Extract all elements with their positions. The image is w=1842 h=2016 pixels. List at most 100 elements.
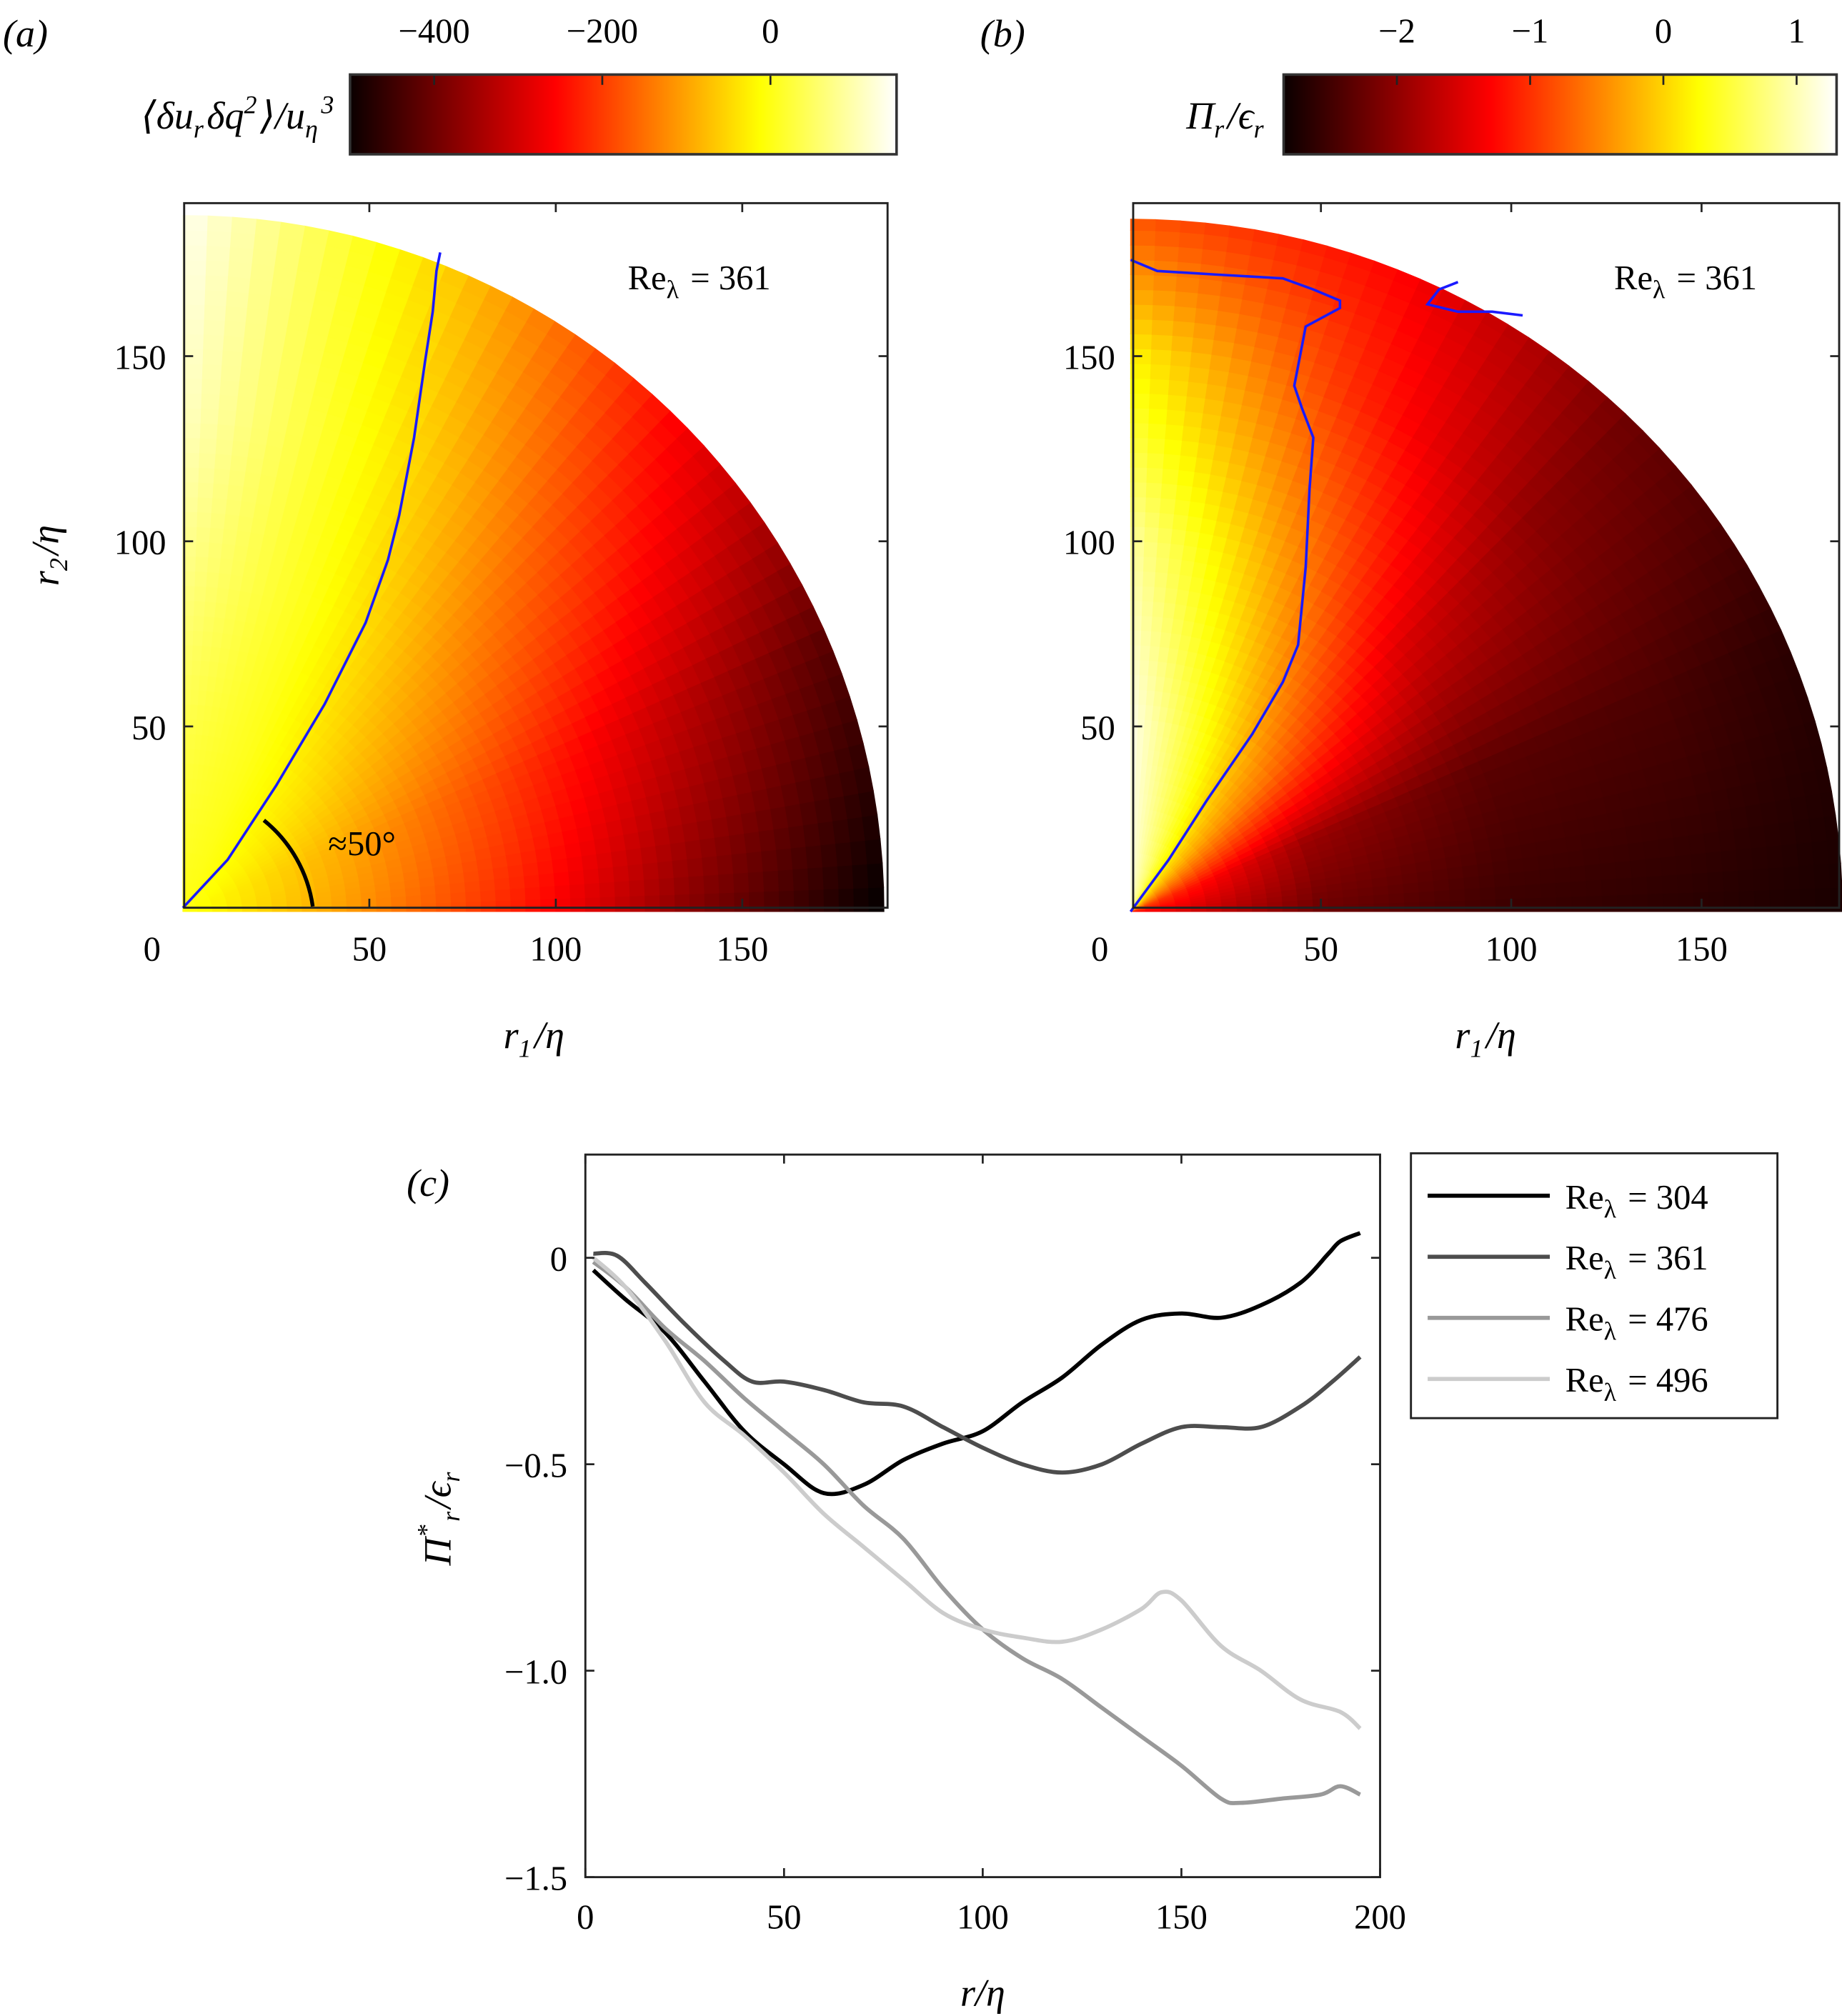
heatmap-cell: [867, 862, 885, 889]
heatmap-cell: [1181, 424, 1201, 443]
heatmap-cell: [1525, 883, 1542, 899]
heatmap-cell: [858, 790, 878, 817]
heatmap-cell: [1145, 481, 1163, 499]
heatmap-cell: [1373, 893, 1390, 904]
x-tick-label: 50: [352, 929, 387, 968]
heatmap-cell: [1164, 423, 1184, 441]
heatmap-cell: [581, 853, 599, 871]
heatmap-cell: [196, 511, 211, 528]
heatmap-cell: [221, 334, 244, 352]
heatmap-cell: [182, 244, 207, 261]
heatmap-cell: [790, 846, 809, 870]
heatmap-cell: [762, 869, 780, 892]
heatmap-cell: [254, 219, 282, 238]
heatmap-cell: [211, 617, 225, 634]
heatmap-cell: [1616, 877, 1633, 896]
heatmap-cell: [1177, 246, 1203, 264]
heatmap-cell: [1493, 872, 1511, 887]
heatmap-cell: [182, 378, 202, 394]
heatmap-cell: [1178, 231, 1205, 249]
heatmap-cell: [1540, 882, 1558, 898]
heatmap-cell: [1796, 841, 1815, 867]
heatmap-cell: [1798, 864, 1816, 889]
heatmap-cell: [464, 880, 481, 893]
series-line-3: [592, 1260, 1361, 1805]
heatmap-cell: [194, 570, 207, 587]
colorbar-tick-label: −400: [398, 11, 469, 50]
heatmap-cell: [227, 469, 246, 487]
heatmap-cell: [1142, 556, 1157, 572]
heatmap-cell: [1178, 559, 1195, 577]
heatmap-cell: [216, 409, 237, 426]
re-annotation-b: Reλ = 361: [1614, 259, 1757, 304]
heatmap-cell: [1145, 689, 1155, 706]
heatmap-cell: [204, 586, 218, 603]
heatmap-cell: [1569, 864, 1587, 882]
heatmap-cell: [182, 289, 206, 306]
heatmap-cell: [1130, 704, 1139, 720]
heatmap-cell: [1707, 871, 1725, 893]
heatmap-cell: [193, 585, 206, 602]
heatmap-cell: [1155, 542, 1171, 559]
heatmap-cell: [182, 304, 205, 320]
heatmap-cell: [1152, 289, 1176, 306]
heatmap-cell: [202, 334, 224, 351]
heatmap-cell: [1571, 895, 1588, 912]
axes-a: [183, 201, 889, 909]
heatmap-cell: [1165, 409, 1185, 426]
heatmap-cell: [822, 865, 840, 890]
heatmap-cell: [584, 897, 602, 912]
heatmap-cell: [1137, 704, 1146, 720]
heatmap-cell: [199, 422, 218, 439]
heatmap-cell: [733, 872, 750, 893]
heatmap-cell: [716, 854, 735, 875]
heatmap-cell: [552, 857, 569, 874]
heatmap-cell: [1130, 867, 1133, 883]
heatmap-cell: [278, 221, 306, 241]
heatmap-cell: [625, 847, 644, 866]
heatmap-cell: [1495, 885, 1512, 900]
heatmap-cell: [509, 887, 527, 901]
heatmap-cell: [236, 515, 254, 533]
panel-label-c: (c): [407, 1162, 449, 1204]
heatmap-cell: [569, 883, 586, 899]
heatmap-cell: [1130, 229, 1156, 246]
heatmap-cell: [1150, 334, 1173, 351]
heatmap-cell: [714, 834, 732, 857]
heatmap-cell: [196, 689, 207, 706]
heatmap-cell: [1433, 878, 1450, 892]
heatmap-cell: [758, 829, 777, 852]
x-tick-label: 150: [1676, 929, 1728, 968]
heatmap-cell: [1153, 571, 1168, 588]
heatmap-cell: [215, 423, 235, 441]
heatmap-cell: [192, 614, 204, 632]
heatmap-cell: [219, 364, 242, 382]
heatmap-cell: [1464, 887, 1481, 901]
heatmap-cell: [1148, 378, 1170, 395]
heatmap-cell: [684, 839, 703, 860]
heatmap-cell: [1162, 602, 1176, 619]
heatmap-cell: [643, 878, 661, 897]
heatmap-cell: [1167, 379, 1189, 396]
heatmap-cell: [566, 855, 584, 872]
heatmap-cell: [1510, 884, 1527, 899]
heatmap-cell: [226, 275, 251, 294]
heatmap-cell: [1158, 497, 1176, 514]
heatmap-cell: [1643, 839, 1661, 860]
heatmap-cell: [195, 526, 211, 543]
heatmap-cell: [614, 880, 631, 897]
x-tick-label: 50: [1303, 929, 1338, 968]
heatmap-cell: [1184, 395, 1205, 414]
heatmap-cell: [703, 874, 720, 894]
heatmap-cell: [1185, 515, 1203, 533]
heatmap-cell: [746, 850, 764, 873]
heatmap-cell: [242, 471, 262, 489]
heatmap-cell: [862, 814, 881, 841]
heatmap-cell: [747, 871, 765, 893]
heatmap-cell: [1434, 900, 1451, 912]
heatmap-cell: [1388, 892, 1405, 904]
x-tick-label: 150: [716, 929, 768, 968]
zero-contour-line: [181, 252, 442, 909]
heatmap-cell: [1556, 896, 1573, 912]
heatmap-cell: [1736, 847, 1754, 871]
